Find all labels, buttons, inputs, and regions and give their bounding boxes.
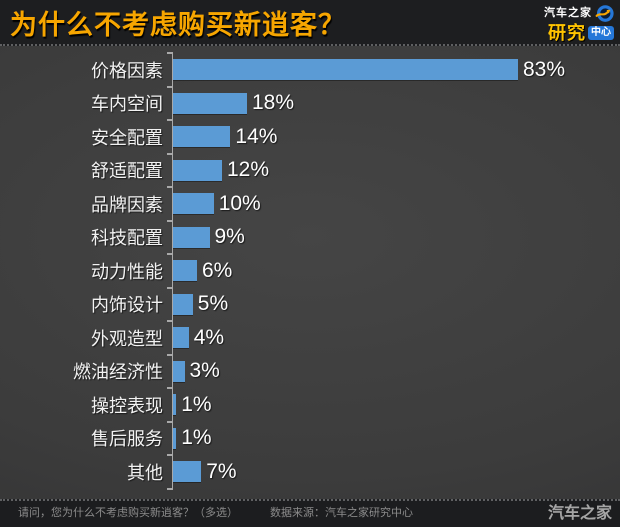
value-label: 4% [193, 325, 225, 349]
value-label: 14% [235, 124, 278, 148]
bar-area: 7% [172, 455, 620, 489]
bar-area: 1% [172, 388, 620, 422]
value-label: 9% [214, 225, 245, 249]
bar [172, 92, 247, 114]
footer-source: 数据来源：汽车之家研究中心 [270, 507, 413, 519]
category-label: 售后服务 [91, 429, 163, 450]
axis-tick [167, 85, 173, 88]
category-label: 车内空间 [91, 94, 163, 115]
bar [172, 260, 197, 282]
arrow-swoosh-icon [595, 5, 614, 22]
value-label: 3% [189, 359, 220, 383]
bar-row: 安全配置 14% [0, 120, 620, 154]
axis-tick [167, 152, 173, 155]
logo-research-text: 研究 [548, 23, 586, 43]
header: 为什么不考虑购买新逍客？ 汽车之家 研究 中心 [0, 0, 620, 44]
bar-row: 品牌因素 10% [0, 187, 620, 221]
bar [172, 461, 202, 483]
value-label: 10% [218, 191, 261, 215]
value-label: 18% [252, 91, 295, 115]
value-label: 1% [181, 426, 212, 450]
logo-bottom-row: 研究 中心 [548, 24, 614, 42]
brand-logo: 汽车之家 研究 中心 [544, 4, 614, 42]
axis-tick [167, 387, 173, 389]
category-label: 科技配置 [91, 228, 163, 249]
axis-tick [167, 253, 173, 255]
axis-tick [167, 454, 173, 456]
value-label: 5% [197, 292, 229, 316]
axis-tick [167, 487, 173, 490]
axis-tick [167, 420, 173, 423]
value-label: 7% [206, 459, 237, 483]
logo-center-badge: 中心 [588, 26, 614, 40]
value-label: 83% [523, 57, 566, 81]
bar-area: 9% [172, 221, 620, 255]
bar-area: 18% [172, 87, 620, 121]
bar [172, 159, 222, 181]
bar [172, 59, 518, 81]
bar-area: 12% [172, 154, 620, 188]
axis-tick [167, 186, 173, 188]
page-title: 为什么不考虑购买新逍客？ [10, 9, 346, 40]
bar-row: 其他 7% [0, 455, 620, 489]
bar [172, 327, 189, 349]
value-label: 6% [202, 258, 233, 282]
logo-top-row: 汽车之家 [544, 4, 614, 23]
category-label: 价格因素 [91, 60, 163, 81]
bar-area: 14% [172, 120, 620, 154]
bar-row: 操控表现 1% [0, 388, 620, 422]
bar-area: 3% [172, 355, 620, 389]
axis-tick [167, 119, 173, 121]
y-axis-line [172, 54, 173, 489]
footer-brand: 汽车之家 [547, 505, 612, 522]
bar-row: 售后服务 1% [0, 422, 620, 456]
axis-tick [167, 353, 173, 356]
bar-area: 83% [172, 53, 620, 87]
bar-row: 车内空间 18% [0, 87, 620, 121]
bar-row: 舒适配置 12% [0, 154, 620, 188]
bar [172, 427, 177, 449]
category-label: 安全配置 [91, 127, 163, 148]
header-divider [0, 44, 620, 46]
bar-area: 10% [172, 187, 620, 221]
bar-row: 动力性能 6% [0, 254, 620, 288]
bar-row: 内饰设计 5% [0, 288, 620, 322]
value-label: 12% [227, 158, 270, 182]
bar-chart: 价格因素 83% 车内空间 18% 安全配置 14% 舒适配置 12% 品牌因素 10% 科技配置 9… [0, 46, 620, 499]
axis-tick [167, 320, 173, 322]
bar [172, 126, 231, 148]
axis-tick [167, 286, 173, 289]
bar-row: 外观造型 4% [0, 321, 620, 355]
bar-area: 1% [172, 422, 620, 456]
category-label: 舒适配置 [91, 161, 163, 182]
bar-rows: 价格因素 83% 车内空间 18% 安全配置 14% 舒适配置 12% 品牌因素 10% 科技配置 9… [0, 52, 620, 490]
category-label: 燃油经济性 [73, 362, 163, 383]
category-label: 品牌因素 [91, 194, 163, 215]
axis-tick [167, 219, 173, 222]
bar [172, 394, 177, 416]
bar-area: 6% [172, 254, 620, 288]
category-label: 内饰设计 [91, 295, 163, 316]
bar [172, 293, 193, 315]
category-label: 外观造型 [91, 328, 163, 349]
bar-area: 5% [172, 288, 620, 322]
bar-row: 价格因素 83% [0, 53, 620, 87]
bar-row: 燃油经济性 3% [0, 355, 620, 389]
bar [172, 226, 210, 248]
footer-divider [0, 499, 620, 501]
value-label: 1% [181, 392, 212, 416]
category-label: 动力性能 [91, 261, 163, 282]
bar-area: 4% [172, 321, 620, 355]
category-label: 其他 [127, 462, 163, 483]
bar [172, 360, 185, 382]
axis-tick [167, 52, 173, 54]
bar-row: 科技配置 9% [0, 221, 620, 255]
bar [172, 193, 214, 215]
category-label: 操控表现 [91, 395, 163, 416]
footer: 请问，您为什么不考虑购买新逍客？（多选） 数据来源：汽车之家研究中心 汽车之家 [0, 501, 620, 527]
logo-brand-text: 汽车之家 [544, 7, 592, 19]
footer-question: 请问，您为什么不考虑购买新逍客？（多选） [18, 507, 238, 519]
